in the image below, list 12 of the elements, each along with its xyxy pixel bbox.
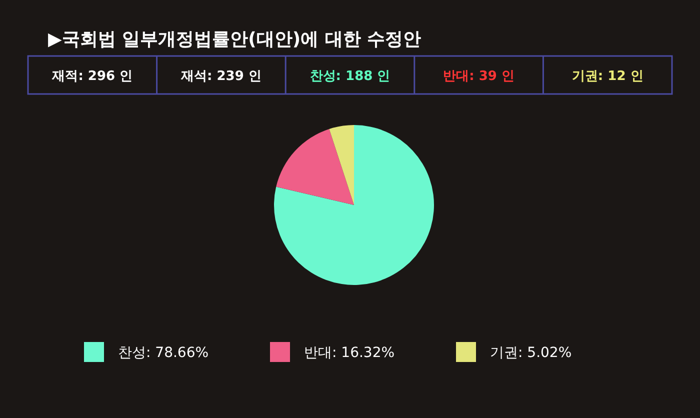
legend-label: 반대: 16.32% (304, 345, 395, 361)
pie-slice (274, 125, 434, 285)
chart-title: ▶국회법 일부개정법률안(대안)에 대한 수정안 (48, 29, 422, 50)
legend-label: 기권: 5.02% (490, 345, 572, 361)
legend-label: 찬성: 78.66% (118, 345, 209, 361)
text: 기권: 12 인 (572, 69, 644, 84)
text: 재적: 296 인 (51, 69, 133, 84)
text: 찬성: 188 인 (310, 69, 390, 84)
pie-slice (329, 125, 354, 205)
text: 반대: 39 인 (443, 69, 514, 84)
text: 재석: 239 인 (180, 69, 262, 84)
pie-slice (276, 128, 354, 205)
